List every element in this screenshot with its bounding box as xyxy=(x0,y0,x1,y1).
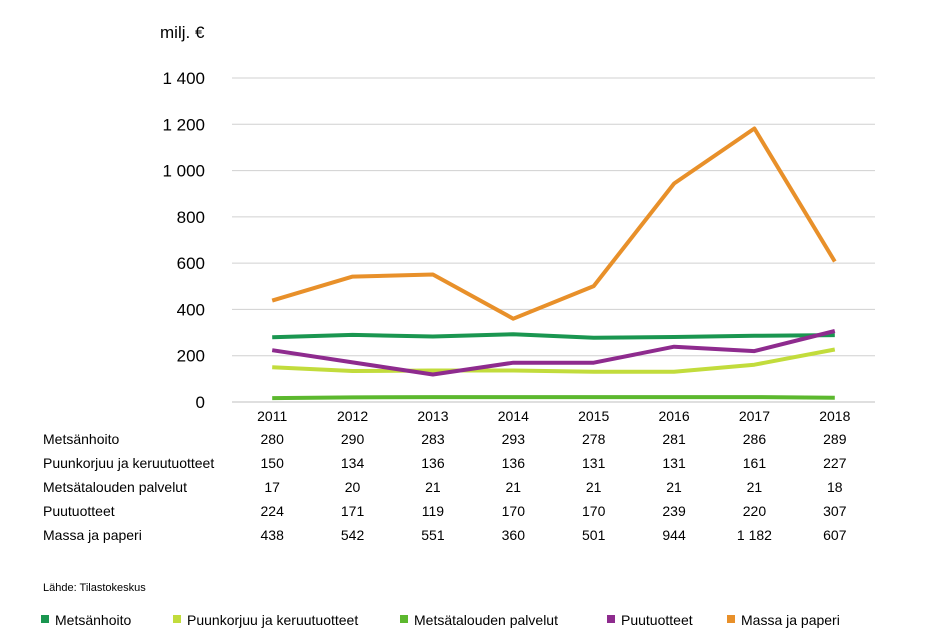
legend-swatch xyxy=(173,615,181,623)
table-cell: 281 xyxy=(662,431,686,447)
table-cell: 286 xyxy=(743,431,767,447)
series-line xyxy=(271,329,836,377)
x-tick-label: 2018 xyxy=(819,408,850,424)
x-tick-label: 2015 xyxy=(578,408,609,424)
table-cell: 289 xyxy=(823,431,847,447)
series-line xyxy=(272,347,836,374)
table-cell: 220 xyxy=(743,503,767,519)
source-note: Lähde: Tilastokeskus xyxy=(43,582,146,594)
table-cell: 21 xyxy=(666,479,682,495)
gridlines xyxy=(232,77,875,403)
table-cell: 239 xyxy=(662,503,686,519)
table-cell: 136 xyxy=(502,455,526,471)
table-cell: 224 xyxy=(261,503,285,519)
legend: Metsänhoito Puunkorjuu ja keruutuotteet Me… xyxy=(41,612,840,628)
table-cell: 278 xyxy=(582,431,606,447)
table-cell: 542 xyxy=(341,527,365,543)
data-table: Metsänhoito 280 290 283 293 278 281 286 289 Puunk… xyxy=(43,431,847,543)
legend-entry: Puutuotteet xyxy=(621,612,693,628)
x-tick-labels: 2011 2012 2013 2014 2015 2016 2017 2018 xyxy=(257,408,850,424)
series-line xyxy=(272,332,835,340)
table-cell: 21 xyxy=(506,479,522,495)
table-cell: 150 xyxy=(261,455,285,471)
table-cell: 134 xyxy=(341,455,365,471)
legend-entry: Metsätalouden palvelut xyxy=(414,612,558,628)
y-tick-label: 1 400 xyxy=(162,69,205,88)
table-row-label: Puutuotteet xyxy=(43,503,115,519)
legend-entry: Massa ja paperi xyxy=(741,612,840,628)
table-cell: 944 xyxy=(662,527,686,543)
table-cell: 227 xyxy=(823,455,847,471)
table-cell: 283 xyxy=(421,431,445,447)
series-line xyxy=(272,395,835,401)
table-cell: 17 xyxy=(264,479,280,495)
table-cell: 136 xyxy=(421,455,445,471)
legend-entry: Puunkorjuu ja keruutuotteet xyxy=(187,612,358,628)
table-cell: 21 xyxy=(586,479,602,495)
table-row-label: Massa ja paperi xyxy=(43,527,142,543)
x-tick-label: 2012 xyxy=(337,408,368,424)
table-cell: 293 xyxy=(502,431,526,447)
table-cell: 21 xyxy=(747,479,763,495)
legend-swatch xyxy=(727,615,735,623)
table-cell: 18 xyxy=(827,479,843,495)
x-tick-label: 2017 xyxy=(739,408,770,424)
table-row-label: Metsätalouden palvelut xyxy=(43,479,187,495)
y-tick-label: 0 xyxy=(196,393,205,412)
table-cell: 607 xyxy=(823,527,847,543)
table-cell: 290 xyxy=(341,431,365,447)
legend-entry: Metsänhoito xyxy=(55,612,131,628)
table-row-label: Metsänhoito xyxy=(43,431,119,447)
table-cell: 170 xyxy=(502,503,526,519)
y-tick-label: 600 xyxy=(177,254,205,273)
table-cell: 551 xyxy=(421,527,445,543)
y-axis-unit-label: milj. € xyxy=(160,23,205,42)
table-cell: 131 xyxy=(582,455,606,471)
legend-swatch xyxy=(41,615,49,623)
table-cell: 307 xyxy=(823,503,847,519)
table-cell: 360 xyxy=(502,527,526,543)
table-cell: 171 xyxy=(341,503,365,519)
table-cell: 161 xyxy=(743,455,767,471)
series-line xyxy=(271,126,837,321)
x-tick-label: 2013 xyxy=(417,408,448,424)
table-cell: 119 xyxy=(422,503,445,519)
table-row-label: Puunkorjuu ja keruutuotteet xyxy=(43,455,214,471)
x-tick-label: 2016 xyxy=(658,408,689,424)
legend-swatch xyxy=(607,615,615,623)
table-cell: 501 xyxy=(582,527,606,543)
y-tick-label: 1 000 xyxy=(162,162,205,181)
y-tick-label: 1 200 xyxy=(162,115,205,134)
table-cell: 280 xyxy=(261,431,285,447)
series-lines xyxy=(271,126,837,401)
table-cell: 1 182 xyxy=(737,527,772,543)
table-cell: 21 xyxy=(425,479,441,495)
y-tick-labels: 0 200 400 600 800 1 000 1 200 1 400 xyxy=(162,69,205,412)
legend-swatch xyxy=(400,615,408,623)
y-tick-label: 400 xyxy=(177,300,205,319)
table-cell: 131 xyxy=(662,455,686,471)
y-tick-label: 800 xyxy=(177,208,205,227)
table-cell: 170 xyxy=(582,503,606,519)
y-tick-label: 200 xyxy=(177,347,205,366)
x-tick-label: 2014 xyxy=(498,408,529,424)
table-cell: 438 xyxy=(261,527,285,543)
table-cell: 20 xyxy=(345,479,361,495)
x-tick-label: 2011 xyxy=(257,408,287,424)
